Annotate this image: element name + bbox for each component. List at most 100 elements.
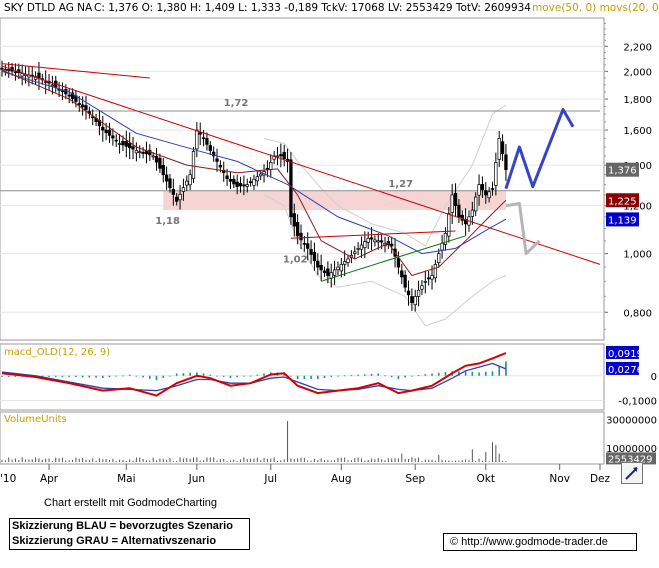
macd-histogram-bar bbox=[229, 375, 232, 378]
candle-body bbox=[410, 296, 414, 303]
bollinger-upper bbox=[263, 104, 507, 247]
price-tick-label: 1,600 bbox=[623, 126, 652, 137]
candle-body bbox=[427, 277, 431, 280]
candle-body bbox=[154, 156, 159, 163]
candle-body bbox=[379, 240, 384, 243]
candle-body bbox=[151, 155, 155, 158]
price-panel-frame bbox=[0, 17, 605, 341]
last-value-badge bbox=[606, 212, 639, 227]
candle-body bbox=[3, 69, 8, 72]
last-value-label: 1,139 bbox=[608, 215, 637, 226]
candle-body bbox=[0, 67, 4, 70]
candle-body bbox=[158, 157, 162, 169]
sort-arrow-icon bbox=[625, 467, 638, 480]
macd-last-label: 0,0276 bbox=[608, 365, 643, 376]
candle-body bbox=[396, 258, 401, 268]
candle-body bbox=[494, 161, 498, 186]
macd-histogram-bar bbox=[122, 375, 124, 377]
macd-histogram-bar bbox=[364, 374, 366, 376]
macd-last-badge bbox=[606, 361, 639, 375]
candle-body bbox=[70, 92, 75, 100]
candle-body bbox=[353, 251, 357, 254]
macd-histogram-bar bbox=[196, 372, 198, 376]
macd-histogram-bar bbox=[75, 375, 77, 378]
candle-body bbox=[470, 209, 474, 217]
candle-body bbox=[50, 84, 55, 87]
macd-histogram-bar bbox=[310, 375, 312, 380]
candle-body bbox=[295, 221, 300, 237]
macd-histogram-bar bbox=[437, 372, 440, 376]
time-tick-label: Dez bbox=[590, 473, 611, 485]
macd-panel: macd_OLD(12, 26, 9) 0 -0,1000 0,0919 0,0276 bbox=[0, 343, 657, 411]
candle-body bbox=[275, 155, 280, 158]
candle-body bbox=[346, 258, 350, 263]
candle-body bbox=[181, 187, 186, 192]
source-url-link[interactable]: © http://www.godmode-trader.de bbox=[443, 533, 637, 551]
candle-body bbox=[201, 137, 206, 140]
candle-body bbox=[316, 260, 320, 268]
candle-body bbox=[225, 175, 229, 179]
candle-body bbox=[302, 242, 307, 245]
scenario-legend: Skizzierung BLAU = bevorzugtes Szenario … bbox=[9, 518, 250, 550]
candle-body bbox=[420, 285, 424, 290]
macd-tick-label: -0,1000 bbox=[618, 397, 657, 408]
macd-histogram-bar bbox=[182, 373, 185, 376]
candle-body bbox=[504, 154, 508, 171]
macd-histogram-bar bbox=[209, 374, 212, 376]
candle-body bbox=[490, 188, 495, 190]
time-tick-label: Okt bbox=[477, 473, 495, 485]
time-axis: '10 Apr Mai Jun Jul Aug Sep Okt Nov Dez bbox=[0, 463, 611, 485]
macd-histogram-bar bbox=[404, 375, 406, 378]
trendline bbox=[1, 63, 150, 79]
candle-body bbox=[336, 266, 340, 271]
chart-credit: Chart erstellt mit GodmodeCharting bbox=[44, 497, 218, 509]
candle-body bbox=[457, 204, 461, 218]
candle-body bbox=[437, 253, 441, 263]
macd-histogram-bar bbox=[397, 375, 400, 380]
macd-histogram-bar bbox=[390, 375, 393, 378]
candle-body bbox=[450, 194, 454, 213]
candle-body bbox=[322, 270, 327, 274]
candle-body bbox=[443, 233, 448, 245]
trendline bbox=[1, 65, 601, 265]
candle-body bbox=[185, 180, 189, 186]
candle-body bbox=[248, 181, 253, 183]
candle-body bbox=[359, 244, 364, 250]
candle-body bbox=[269, 161, 273, 170]
candle-body bbox=[332, 269, 337, 276]
candle-body bbox=[309, 248, 313, 255]
candle-body bbox=[453, 192, 458, 207]
legend-grey: Skizzierung GRAU = Alternativszenario bbox=[12, 535, 217, 547]
macd-histogram-bar bbox=[498, 366, 501, 376]
sort-icon[interactable] bbox=[621, 462, 643, 484]
last-value-badge bbox=[606, 193, 639, 208]
macd-tick-label: 0 bbox=[651, 372, 657, 383]
macd-histogram-bar bbox=[135, 375, 138, 377]
time-tick-label: Aug bbox=[331, 473, 352, 485]
candle-body bbox=[178, 194, 182, 201]
macd-histogram-bar bbox=[316, 375, 319, 380]
candle-body bbox=[215, 158, 219, 162]
volume-tick-label: 10000000 bbox=[606, 444, 657, 455]
candle-body bbox=[292, 213, 296, 227]
candle-body bbox=[84, 105, 88, 110]
candle-body bbox=[477, 184, 481, 196]
macd-last-label: 0,0919 bbox=[608, 349, 643, 360]
last-value-label: 1,225 bbox=[608, 196, 637, 207]
bollinger-lower bbox=[263, 194, 507, 327]
candle-body bbox=[195, 129, 199, 150]
candle-body bbox=[117, 143, 122, 145]
macd-histogram-bar bbox=[149, 375, 151, 379]
candle-body bbox=[205, 138, 209, 145]
macd-histogram-bar bbox=[108, 375, 111, 378]
level-labels: 1,72 1,27 1,18 1,02 bbox=[155, 98, 413, 265]
macd-histogram-bar bbox=[216, 375, 218, 377]
candle-body bbox=[245, 184, 249, 187]
macd-histogram-bar bbox=[236, 375, 238, 378]
macd-histogram-bar bbox=[222, 375, 225, 377]
price-tick-label: 2,200 bbox=[623, 42, 652, 53]
macd-histogram-bar bbox=[478, 372, 480, 376]
price-tick-label: 1,000 bbox=[623, 250, 652, 261]
candle-body bbox=[484, 190, 488, 196]
